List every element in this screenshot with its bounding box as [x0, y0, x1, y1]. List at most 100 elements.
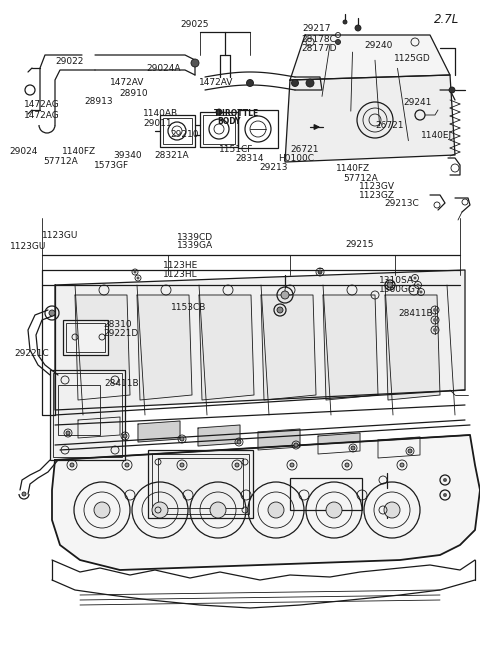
Text: 29241: 29241	[403, 98, 432, 107]
Bar	[290, 478, 362, 510]
Polygon shape	[285, 75, 455, 162]
Text: 28177D: 28177D	[301, 44, 337, 53]
Circle shape	[433, 308, 437, 312]
Text: 28913: 28913	[84, 97, 113, 106]
Circle shape	[152, 502, 168, 518]
Text: 29221C: 29221C	[14, 349, 49, 358]
Circle shape	[417, 284, 420, 286]
Circle shape	[247, 79, 253, 86]
Text: 1140FZ: 1140FZ	[62, 147, 96, 157]
Text: 29210: 29210	[170, 130, 199, 140]
Circle shape	[433, 318, 437, 322]
Circle shape	[216, 109, 222, 115]
Text: 29215: 29215	[346, 240, 374, 250]
Text: 57712A: 57712A	[343, 174, 378, 183]
Bar	[323, 119, 385, 143]
Text: 28411B: 28411B	[105, 379, 139, 388]
Text: 29022: 29022	[55, 57, 84, 66]
Bar	[238, 110, 278, 148]
Text: 1339CD: 1339CD	[177, 233, 213, 242]
Circle shape	[351, 446, 355, 450]
Text: 1140AB: 1140AB	[143, 109, 178, 119]
Polygon shape	[378, 437, 420, 458]
Text: 28310: 28310	[103, 320, 132, 329]
Text: 28411B: 28411B	[398, 309, 433, 318]
Bar	[63, 320, 108, 355]
Circle shape	[433, 328, 437, 332]
Text: 1339GA: 1339GA	[177, 241, 213, 250]
Circle shape	[449, 87, 455, 93]
Text: THROTTLE: THROTTLE	[214, 109, 259, 119]
Circle shape	[355, 25, 361, 31]
Text: 1123HL: 1123HL	[163, 270, 198, 279]
Circle shape	[290, 463, 294, 467]
Text: 1123GU: 1123GU	[42, 231, 79, 240]
Circle shape	[387, 282, 393, 288]
Circle shape	[70, 463, 74, 467]
Text: 29213: 29213	[259, 163, 288, 172]
Text: 1360GG: 1360GG	[379, 285, 416, 294]
Text: 1472AG: 1472AG	[24, 100, 60, 109]
Text: 1472AV: 1472AV	[110, 78, 145, 87]
Polygon shape	[290, 35, 450, 80]
Circle shape	[318, 270, 322, 274]
Circle shape	[343, 20, 347, 24]
Bar	[152, 454, 249, 514]
Polygon shape	[198, 425, 240, 446]
Circle shape	[294, 443, 298, 447]
Circle shape	[443, 493, 447, 497]
Bar	[200, 112, 238, 147]
Circle shape	[235, 463, 239, 467]
Bar	[163, 118, 192, 144]
Text: 1123GV: 1123GV	[359, 182, 395, 191]
Polygon shape	[138, 421, 180, 442]
Text: 1125GD: 1125GD	[394, 54, 431, 64]
Circle shape	[22, 492, 26, 496]
Circle shape	[413, 276, 417, 280]
Text: 1472AV: 1472AV	[199, 78, 234, 87]
Circle shape	[237, 440, 241, 444]
Bar	[148, 450, 253, 518]
Bar	[66, 323, 105, 352]
Text: 57712A: 57712A	[43, 157, 78, 166]
Circle shape	[210, 502, 226, 518]
Text: 28314: 28314	[235, 154, 264, 163]
Circle shape	[191, 59, 199, 67]
Bar	[53, 373, 122, 457]
Circle shape	[125, 463, 129, 467]
Text: 29217: 29217	[302, 24, 331, 33]
Bar	[203, 115, 235, 144]
Text: 28910: 28910	[119, 89, 148, 98]
Bar	[50, 370, 125, 460]
Circle shape	[136, 276, 140, 280]
Circle shape	[180, 463, 184, 467]
Circle shape	[133, 271, 136, 274]
Text: 29025: 29025	[180, 20, 208, 29]
Text: H0100C: H0100C	[278, 154, 314, 163]
Bar	[58, 385, 100, 435]
Circle shape	[49, 310, 55, 316]
Polygon shape	[55, 270, 465, 410]
Text: 1573GF: 1573GF	[94, 160, 129, 170]
Circle shape	[443, 478, 447, 482]
Bar	[160, 115, 195, 147]
Text: 1151CF: 1151CF	[219, 145, 254, 154]
Circle shape	[408, 449, 412, 453]
Circle shape	[180, 437, 184, 441]
Text: 28178C: 28178C	[301, 35, 336, 44]
Polygon shape	[52, 435, 480, 570]
Text: 26721: 26721	[375, 121, 404, 130]
Polygon shape	[199, 295, 254, 400]
Text: 1140FZ: 1140FZ	[336, 164, 370, 174]
Polygon shape	[78, 417, 120, 438]
Bar	[158, 458, 243, 508]
Circle shape	[306, 79, 314, 87]
Text: 39340: 39340	[113, 151, 142, 160]
Circle shape	[326, 502, 342, 518]
Circle shape	[336, 39, 340, 45]
Circle shape	[345, 463, 349, 467]
Circle shape	[94, 502, 110, 518]
Text: BODY: BODY	[217, 117, 240, 126]
Text: 1472AG: 1472AG	[24, 111, 60, 120]
Text: 1123GU: 1123GU	[10, 242, 46, 251]
